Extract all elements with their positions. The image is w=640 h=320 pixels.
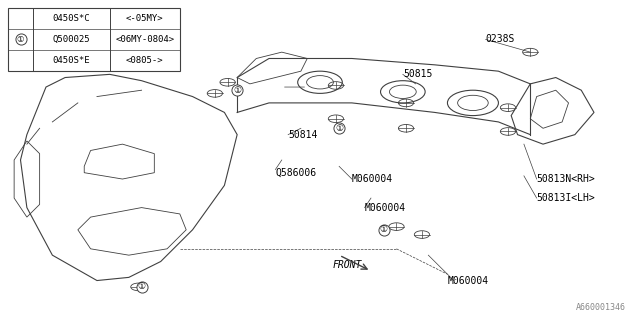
Text: 50813N<RH>: 50813N<RH> [537,174,595,184]
Text: 0450S*E: 0450S*E [52,56,90,65]
Text: 50815: 50815 [403,69,432,79]
Text: Q500025: Q500025 [52,35,90,44]
Text: Q586006: Q586006 [275,168,317,178]
Bar [8,8,180,71]
Text: M060004: M060004 [365,203,406,212]
Text: ①: ① [138,282,146,292]
Text: M060004: M060004 [447,276,488,285]
Text: 50813I<LH>: 50813I<LH> [537,193,595,203]
Text: ①: ① [335,124,343,133]
Text: 50814: 50814 [288,130,317,140]
Text: <0805->: <0805-> [126,56,164,65]
Text: ①: ① [380,225,388,234]
Text: M060004: M060004 [352,174,393,184]
Text: FRONT: FRONT [333,260,362,270]
Text: ①: ① [17,35,24,44]
Text: ①: ① [233,86,241,95]
Text: A660001346: A660001346 [576,303,626,312]
Text: <06MY-0804>: <06MY-0804> [115,35,174,44]
Text: 0238S: 0238S [486,35,515,44]
Text: 0450S*C: 0450S*C [52,14,90,23]
Text: <-05MY>: <-05MY> [126,14,164,23]
